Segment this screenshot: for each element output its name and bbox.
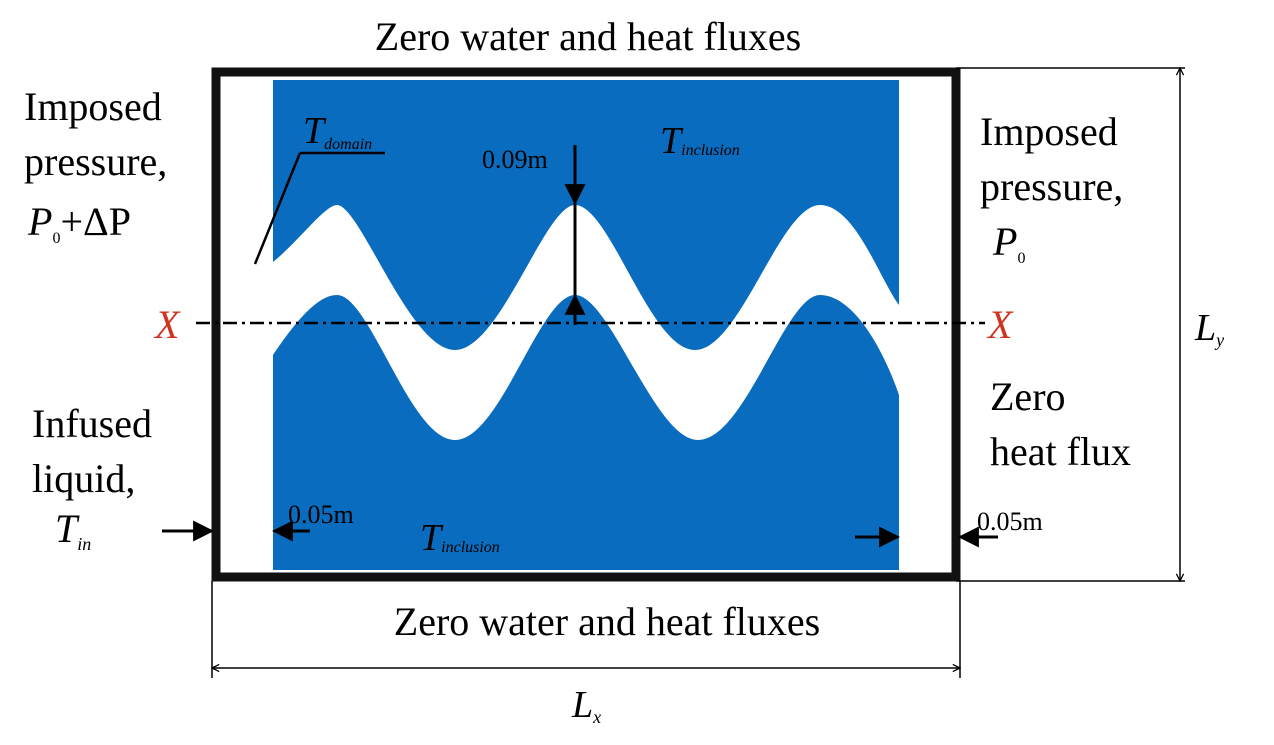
bottom-boundary-label: Zero water and heat fluxes: [394, 599, 820, 644]
liquid-label: liquid,: [32, 456, 135, 501]
wavy-channel: [273, 205, 899, 440]
t-inclusion-label-top: Tinclusion: [660, 120, 740, 162]
right-pressure-expression: P0: [992, 219, 1025, 267]
left-gap-label: 0.05m: [288, 500, 354, 529]
t-inclusion-label-bottom: Tinclusion: [420, 517, 500, 559]
right-imposed-label: Imposed: [980, 109, 1118, 154]
t-domain-leader: [253, 152, 302, 265]
right-gap-label: 0.05m: [977, 507, 1043, 536]
right-pressure-label: pressure,: [980, 164, 1123, 209]
infused-label: Infused: [32, 401, 152, 446]
lx-label: Lx: [571, 684, 601, 727]
axis-marker-right: X: [986, 302, 1014, 347]
t-domain-label: Tdomain: [303, 110, 372, 153]
t-in-label: Tin: [55, 506, 91, 554]
left-pressure-expression: P0+ΔP: [27, 199, 131, 247]
left-pressure-label: pressure,: [24, 139, 167, 184]
amplitude-label: 0.09m: [482, 145, 548, 174]
top-boundary-label: Zero water and heat fluxes: [375, 14, 801, 59]
axis-marker-left: X: [153, 302, 181, 347]
ly-label: Ly: [1194, 307, 1224, 350]
heat-flux-label: heat flux: [990, 429, 1131, 474]
left-imposed-label: Imposed: [24, 84, 162, 129]
zero-label: Zero: [990, 374, 1066, 419]
